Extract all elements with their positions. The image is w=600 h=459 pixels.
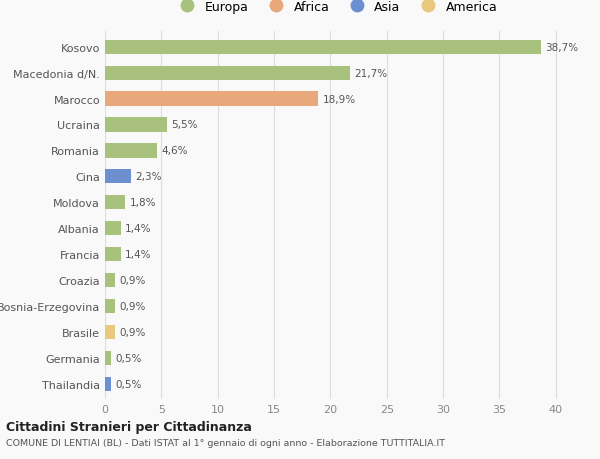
Bar	[105, 377, 110, 391]
Text: 0,9%: 0,9%	[119, 275, 146, 285]
Text: 0,9%: 0,9%	[119, 301, 146, 311]
Bar	[105, 351, 110, 365]
Bar	[105, 299, 115, 313]
Text: 21,7%: 21,7%	[354, 68, 387, 78]
Bar	[105, 92, 318, 106]
Bar	[105, 273, 115, 287]
Text: 0,5%: 0,5%	[115, 353, 142, 363]
Bar	[105, 118, 167, 132]
Bar	[105, 325, 115, 339]
Bar	[105, 40, 541, 55]
Text: 4,6%: 4,6%	[161, 146, 188, 156]
Text: Cittadini Stranieri per Cittadinanza: Cittadini Stranieri per Cittadinanza	[6, 420, 252, 433]
Bar	[105, 196, 125, 210]
Bar	[105, 144, 157, 158]
Bar	[105, 247, 121, 262]
Bar	[105, 222, 121, 236]
Text: 5,5%: 5,5%	[172, 120, 198, 130]
Text: 2,3%: 2,3%	[136, 172, 162, 182]
Text: COMUNE DI LENTIAI (BL) - Dati ISTAT al 1° gennaio di ogni anno - Elaborazione TU: COMUNE DI LENTIAI (BL) - Dati ISTAT al 1…	[6, 438, 445, 448]
Text: 0,5%: 0,5%	[115, 379, 142, 389]
Legend: Europa, Africa, Asia, America: Europa, Africa, Asia, America	[170, 0, 502, 18]
Bar	[105, 170, 131, 184]
Text: 0,9%: 0,9%	[119, 327, 146, 337]
Text: 18,9%: 18,9%	[322, 95, 356, 104]
Text: 1,4%: 1,4%	[125, 224, 152, 234]
Bar	[105, 67, 350, 81]
Text: 38,7%: 38,7%	[545, 43, 579, 53]
Text: 1,4%: 1,4%	[125, 250, 152, 259]
Text: 1,8%: 1,8%	[130, 198, 156, 208]
